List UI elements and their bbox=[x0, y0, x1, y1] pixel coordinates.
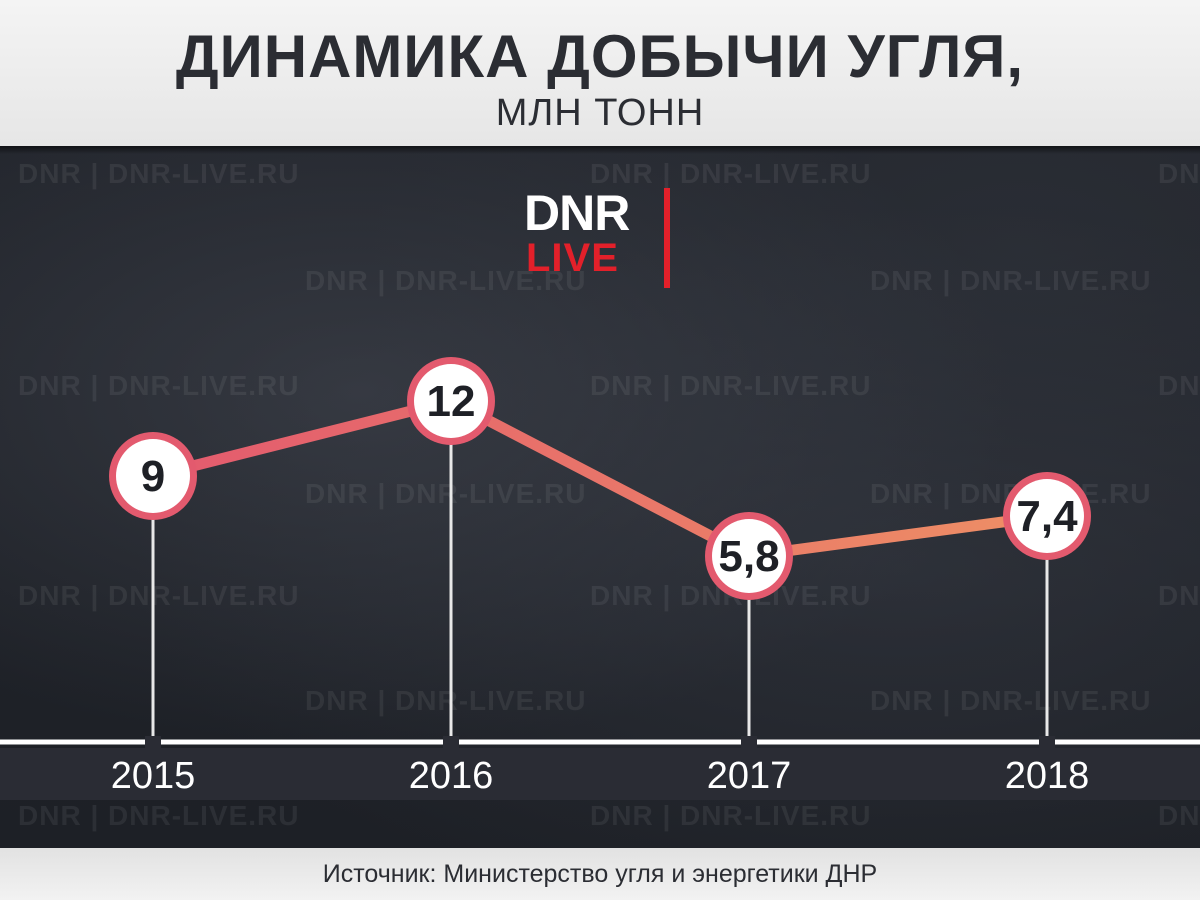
drop-line-gap bbox=[443, 736, 459, 748]
watermark: DNR | DNR-LIVE.RU bbox=[1158, 370, 1200, 401]
x-tick-label: 2018 bbox=[1005, 755, 1090, 797]
series-line bbox=[147, 395, 1053, 562]
x-tick-label: 2015 bbox=[111, 755, 196, 797]
drop-line-gap bbox=[145, 736, 161, 748]
watermark: DNR | DNR-LIVE.RU bbox=[305, 478, 587, 509]
watermark: DNR | DNR-LIVE.RU bbox=[870, 265, 1152, 296]
watermark: DNR | DNR-LIVE.RU bbox=[590, 158, 872, 189]
logo-dnr-text: DNR bbox=[524, 185, 630, 241]
chart-subtitle: МЛН ТОНН bbox=[495, 92, 705, 134]
data-point bbox=[1010, 479, 1084, 553]
drop-line-gap bbox=[1039, 736, 1055, 748]
watermark: DNR | DNR-LIVE.RU bbox=[305, 265, 587, 296]
watermark: DNR | DNR-LIVE.RU bbox=[18, 800, 300, 831]
watermark: DNR | DNR-LIVE.RU bbox=[590, 800, 872, 831]
watermark: DNR | DNR-LIVE.RU bbox=[590, 370, 872, 401]
source-note: Источник: Министерство угля и энергетики… bbox=[322, 860, 878, 888]
data-point bbox=[712, 519, 786, 593]
dnr-live-logo: DNR LIVE bbox=[524, 186, 684, 296]
dark-textured-background bbox=[0, 146, 1200, 848]
data-label: 7,4 bbox=[1016, 492, 1078, 541]
data-point bbox=[414, 364, 488, 438]
data-label: 12 bbox=[427, 377, 476, 426]
drop-line-gap bbox=[741, 736, 757, 748]
watermark: DNR | DNR-LIVE.RU bbox=[870, 685, 1152, 716]
watermark: DNR | DNR-LIVE.RU bbox=[18, 580, 300, 611]
data-point bbox=[116, 439, 190, 513]
logo-divider bbox=[664, 188, 670, 288]
watermark: DNR | DNR-LIVE.RU bbox=[18, 158, 300, 189]
watermark: DNR | DNR-LIVE.RU bbox=[305, 685, 587, 716]
watermark: DNR | DNR-LIVE.RU bbox=[1158, 158, 1200, 189]
x-tick-label: 2016 bbox=[409, 755, 494, 797]
data-label: 9 bbox=[141, 452, 165, 501]
footer-bar bbox=[0, 848, 1200, 900]
header-shadow bbox=[0, 146, 1200, 154]
year-axis-band bbox=[0, 748, 1200, 800]
watermark: DNR | DNR-LIVE.RU bbox=[18, 370, 300, 401]
x-tick-label: 2017 bbox=[707, 755, 792, 797]
logo-live-text: LIVE bbox=[526, 236, 619, 280]
watermark: DNR | DNR-LIVE.RU bbox=[1158, 580, 1200, 611]
watermark: DNR | DNR-LIVE.RU bbox=[1158, 800, 1200, 831]
data-label: 5,8 bbox=[718, 532, 779, 581]
header: ДИНАМИКА ДОБЫЧИ УГЛЯ, МЛН ТОНН bbox=[0, 0, 1200, 146]
chart-title: ДИНАМИКА ДОБЫЧИ УГЛЯ, bbox=[175, 23, 1025, 90]
